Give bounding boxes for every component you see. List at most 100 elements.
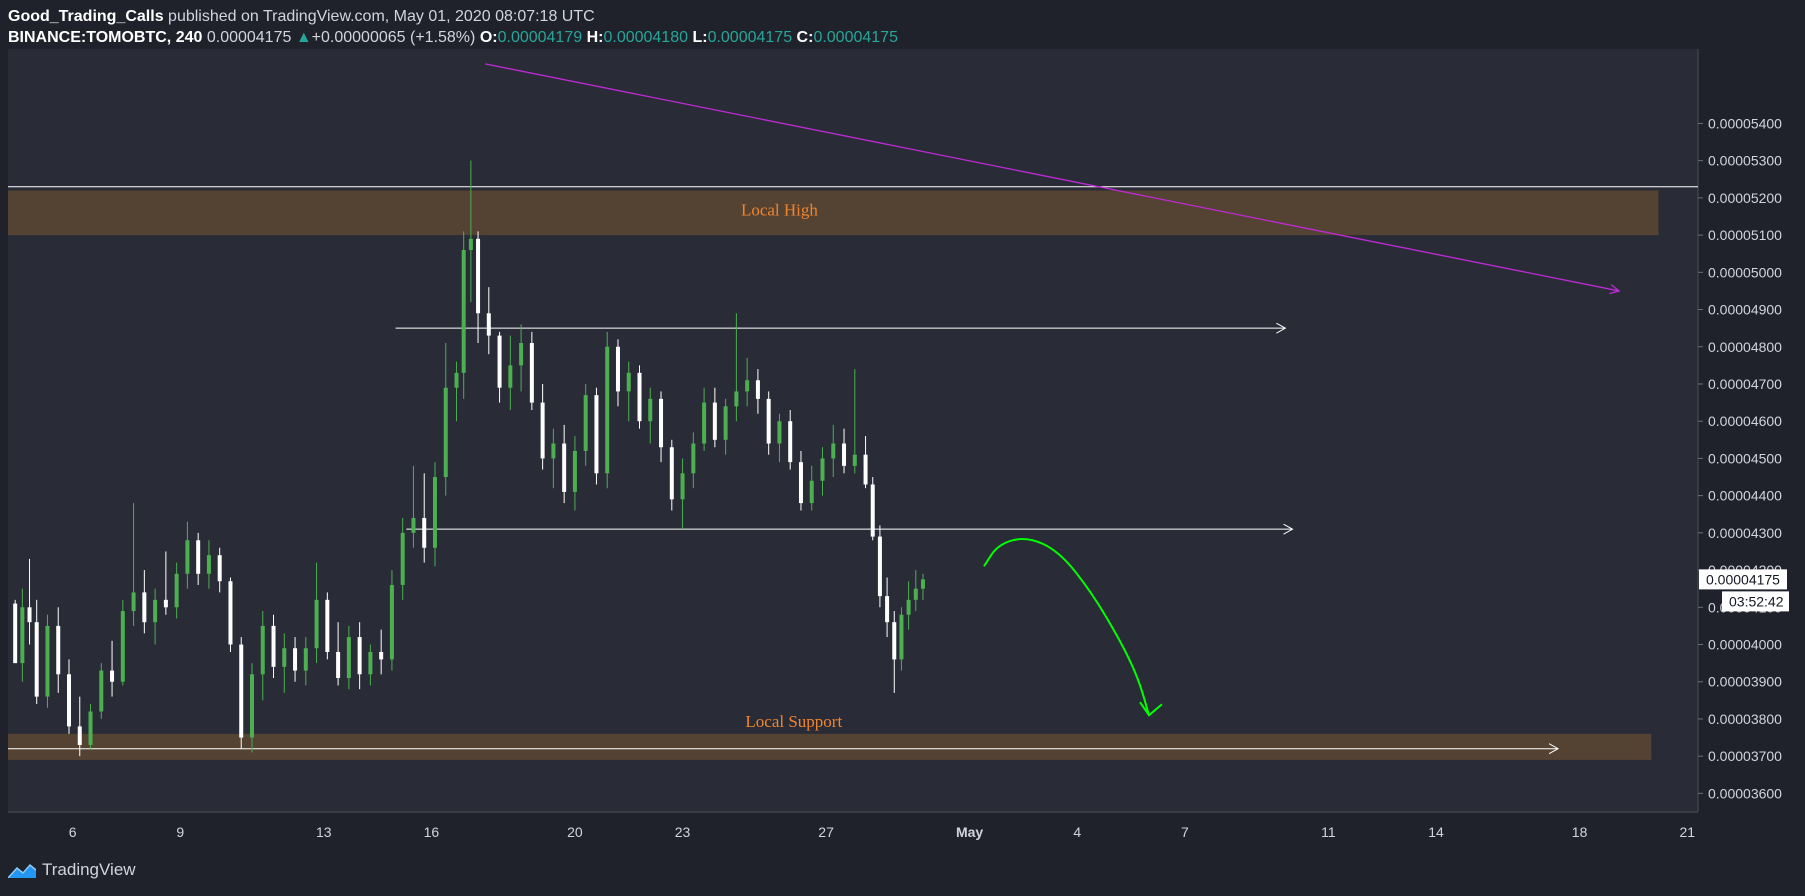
symbol-label[interactable]: BINANCE:TOMOBTC, 240	[8, 29, 203, 46]
candle-body	[788, 421, 793, 463]
time-axis[interactable]	[8, 812, 1698, 847]
y-tick-label: 0.00004000	[1708, 637, 1782, 653]
candle-body	[605, 346, 610, 474]
candle-body	[906, 599, 911, 615]
y-tick-label: 0.00004600	[1708, 413, 1782, 429]
y-tick-label: 0.00004700	[1708, 376, 1782, 392]
candle-body	[454, 372, 459, 388]
local-high-label: Local High	[741, 200, 818, 219]
candle-body	[239, 644, 244, 738]
open-label: O:	[479, 29, 498, 46]
x-tick-label: 16	[424, 824, 440, 840]
up-arrow-icon: ▲	[295, 29, 312, 46]
candle-body	[45, 625, 50, 697]
candle-body	[551, 443, 556, 459]
local-support-label: Local Support	[745, 712, 842, 731]
open-value: 0.00004179	[497, 29, 583, 46]
zone-local-support	[8, 733, 1652, 760]
candle-body	[153, 599, 158, 623]
candle-body	[486, 313, 491, 336]
arrow-head-icon	[1283, 523, 1294, 535]
arrow-head-icon	[1548, 743, 1560, 755]
candle-body	[669, 447, 674, 500]
candle-body	[357, 637, 362, 675]
candle-body	[346, 637, 351, 679]
candle-body	[163, 599, 168, 608]
candle-body	[777, 421, 782, 444]
candle-body	[142, 592, 147, 623]
candle-body	[870, 484, 875, 537]
footer-brand-label: TradingView	[42, 860, 136, 879]
current-price-label: 0.00004175	[1706, 571, 1780, 587]
candle-body	[185, 540, 190, 574]
candle-body	[562, 443, 567, 492]
candle-body	[314, 599, 319, 649]
projection-curve[interactable]	[983, 538, 1150, 716]
descending-trendline[interactable]	[485, 63, 1620, 292]
candle-body	[77, 726, 82, 746]
candle-body	[877, 536, 882, 597]
candle-body	[508, 365, 513, 388]
candle-body	[293, 648, 298, 671]
y-tick-label: 0.00004800	[1708, 339, 1782, 355]
x-tick-label: 27	[818, 824, 834, 840]
candle-body	[476, 238, 481, 314]
zone-local-high	[8, 190, 1659, 236]
chart-header: Good_Trading_Calls published on TradingV…	[8, 6, 1797, 48]
candle-body	[798, 462, 803, 504]
x-tick-label: 11	[1321, 824, 1336, 840]
candle-body	[913, 588, 918, 600]
candle-body	[368, 651, 373, 675]
candle-body	[626, 372, 631, 392]
candle-body	[680, 473, 685, 500]
current-price-badge	[1699, 569, 1787, 590]
countdown-label: 03:52:42	[1729, 593, 1784, 609]
candle-body	[56, 625, 61, 675]
candle-body	[34, 622, 39, 697]
candle-body	[755, 380, 760, 399]
candle-body	[529, 343, 534, 403]
candle-body	[920, 579, 925, 589]
candle-body	[13, 603, 18, 664]
low-value: 0.00004175	[707, 29, 793, 46]
candle-body	[432, 477, 437, 548]
candle-body	[131, 592, 136, 612]
candle-body	[885, 596, 890, 623]
candle-body	[820, 458, 825, 481]
candle-body	[594, 395, 599, 474]
candle-body	[400, 532, 405, 585]
candle-body	[325, 599, 330, 652]
candle-body	[723, 406, 728, 440]
candle-body	[863, 454, 868, 485]
y-tick-label: 0.00004900	[1708, 302, 1782, 318]
candle-body	[249, 674, 254, 738]
x-tick-label: 23	[675, 824, 691, 840]
x-tick-label: 7	[1181, 824, 1189, 840]
candle-body	[303, 648, 308, 671]
y-tick-label: 0.00003700	[1708, 748, 1782, 764]
candle-body	[20, 607, 25, 664]
y-tick-label: 0.00003900	[1708, 674, 1782, 690]
ohlc-line: BINANCE:TOMOBTC, 240 0.00004175 ▲+0.0000…	[8, 27, 1797, 48]
candle-body	[766, 398, 771, 444]
candle-body	[379, 651, 384, 660]
candle-body	[228, 581, 233, 645]
high-value: 0.00004180	[603, 29, 688, 46]
candle-body	[734, 391, 739, 407]
candle-body	[206, 555, 211, 574]
close-value: 0.00004175	[813, 29, 898, 46]
author-name[interactable]: Good_Trading_Calls	[8, 8, 164, 25]
y-tick-label: 0.00005400	[1708, 115, 1782, 131]
x-tick-label: 6	[69, 824, 77, 840]
y-tick-label: 0.00003600	[1708, 785, 1782, 801]
candle-body	[461, 249, 466, 373]
footer-brand: TradingView	[8, 860, 136, 880]
candle-body	[712, 402, 717, 440]
candle-body	[852, 454, 857, 466]
y-tick-label: 0.00005100	[1708, 227, 1782, 243]
high-label: H:	[586, 29, 604, 46]
candle-body	[540, 402, 545, 459]
candle-body	[196, 540, 201, 574]
plot-area[interactable]	[8, 49, 1698, 812]
